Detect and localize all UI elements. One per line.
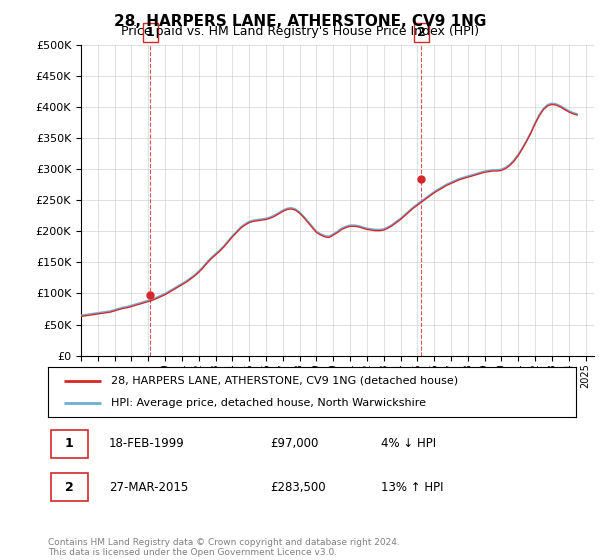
Text: 1: 1	[65, 437, 73, 450]
Text: Contains HM Land Registry data © Crown copyright and database right 2024.
This d: Contains HM Land Registry data © Crown c…	[48, 538, 400, 557]
Text: HPI: Average price, detached house, North Warwickshire: HPI: Average price, detached house, Nort…	[112, 398, 427, 408]
Text: £283,500: £283,500	[270, 480, 325, 493]
Text: 27-MAR-2015: 27-MAR-2015	[109, 480, 188, 493]
Text: 18-FEB-1999: 18-FEB-1999	[109, 437, 184, 450]
FancyBboxPatch shape	[50, 430, 88, 458]
Text: 4% ↓ HPI: 4% ↓ HPI	[380, 437, 436, 450]
Text: 1: 1	[146, 26, 155, 39]
Text: Price paid vs. HM Land Registry's House Price Index (HPI): Price paid vs. HM Land Registry's House …	[121, 25, 479, 38]
FancyBboxPatch shape	[50, 473, 88, 501]
Text: 13% ↑ HPI: 13% ↑ HPI	[380, 480, 443, 493]
Text: 28, HARPERS LANE, ATHERSTONE, CV9 1NG (detached house): 28, HARPERS LANE, ATHERSTONE, CV9 1NG (d…	[112, 376, 458, 386]
Text: 28, HARPERS LANE, ATHERSTONE, CV9 1NG: 28, HARPERS LANE, ATHERSTONE, CV9 1NG	[114, 14, 486, 29]
Text: 2: 2	[65, 480, 73, 493]
Text: £97,000: £97,000	[270, 437, 318, 450]
Text: 2: 2	[417, 26, 425, 39]
